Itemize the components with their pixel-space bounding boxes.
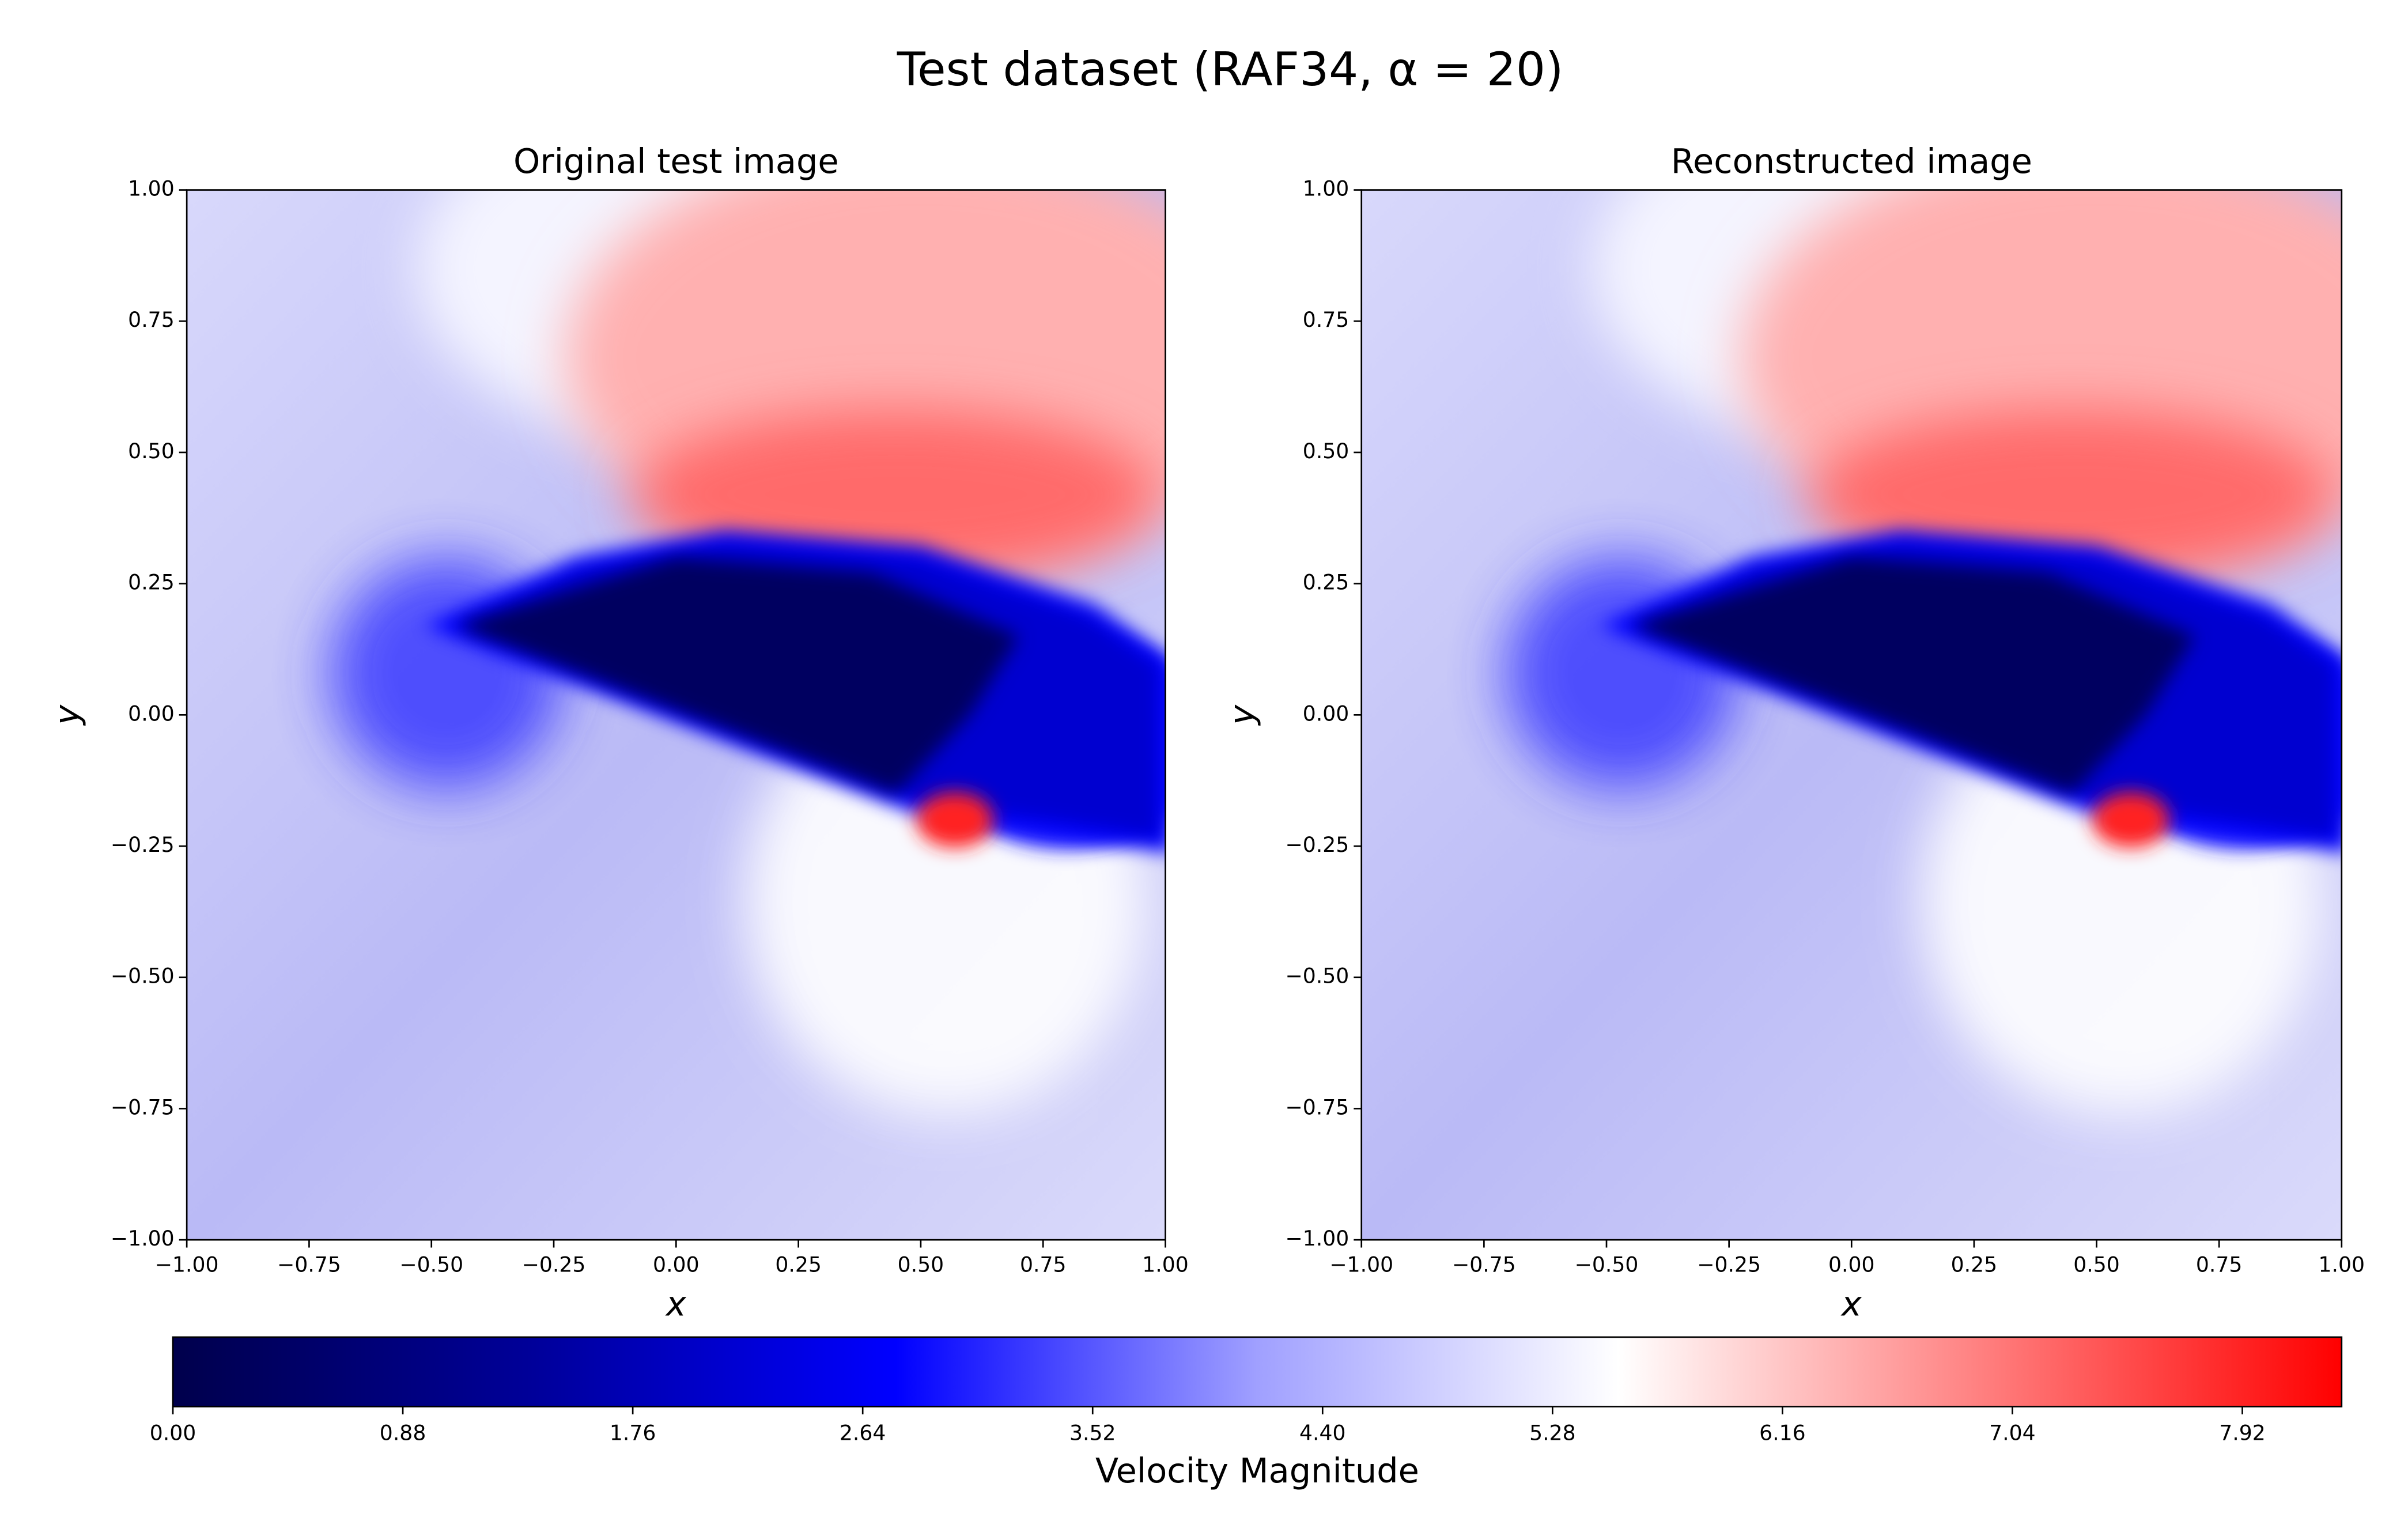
y-tick-label: 0.25 [128,570,175,595]
x-tick-label: 1.00 [1142,1252,1189,1277]
x-tick-label: −0.75 [1452,1252,1516,1277]
field-vortex [916,792,994,848]
y-tick-label: −0.25 [111,832,175,857]
x-tick-label: 0.00 [1828,1252,1875,1277]
x-tick-label: 1.00 [2319,1252,2365,1277]
field-core [456,557,1019,794]
y-tick-label: −0.25 [1285,832,1349,857]
figure-title: Test dataset (RAF34, α = 20) [897,42,1564,96]
subplot-title: Original test image [513,141,839,181]
y-tick-label: 1.00 [128,176,175,201]
colorbar-tick-label: 0.00 [150,1421,196,1446]
colorbar-tick-label: 0.88 [380,1421,426,1446]
x-tick-label: 0.00 [653,1252,700,1277]
y-axis-label: y [47,704,87,726]
colorbar-tick-label: 7.92 [2219,1421,2266,1446]
x-tick-label: 0.25 [775,1252,822,1277]
colorbar-tick-label: 4.40 [1299,1421,1346,1446]
y-tick-label: 0.75 [128,307,175,332]
x-tick-label: 0.75 [2196,1252,2243,1277]
x-tick-label: −1.00 [1329,1252,1393,1277]
x-tick-label: −1.00 [155,1252,219,1277]
x-tick-label: −0.50 [399,1252,463,1277]
x-tick-label: 0.75 [1020,1252,1067,1277]
y-tick-label: 1.00 [1303,176,1349,201]
x-tick-label: 0.25 [1951,1252,1998,1277]
y-tick-label: 0.50 [128,439,175,463]
colorbar-tick-label: 6.16 [1759,1421,1806,1446]
y-tick-label: −0.75 [111,1095,175,1119]
y-tick-label: 0.75 [1303,307,1349,332]
x-tick-label: −0.25 [1697,1252,1761,1277]
y-tick-label: −1.00 [111,1226,175,1251]
colorbar-label: Velocity Magnitude [1095,1451,1419,1490]
x-tick-label: 0.50 [898,1252,944,1277]
x-tick-label: −0.50 [1575,1252,1639,1277]
field [187,190,1166,1240]
y-tick-label: 0.25 [1303,570,1349,595]
y-axis-label: y [1222,704,1261,726]
y-tick-label: −0.50 [1285,964,1349,988]
x-axis-label: x [1840,1284,1862,1323]
colorbar-tick-label: 5.28 [1529,1421,1576,1446]
x-tick-label: 0.50 [2073,1252,2120,1277]
colorbar-tick-label: 1.76 [610,1421,656,1446]
colorbar-tick-label: 2.64 [840,1421,886,1446]
x-axis-label: x [665,1284,687,1323]
colorbar [172,1336,2343,1407]
x-tick-label: −0.75 [277,1252,341,1277]
x-tick-label: −0.25 [522,1252,586,1277]
field-vortex [2092,792,2170,848]
colorbar-tick-label: 3.52 [1069,1421,1116,1446]
y-tick-label: 0.00 [1303,701,1349,726]
y-tick-label: 0.00 [128,701,175,726]
y-tick-label: −1.00 [1285,1226,1349,1251]
colorbar-tick-label: 7.04 [1989,1421,2036,1446]
y-tick-label: −0.50 [111,964,175,988]
subplot-title: Reconstructed image [1671,141,2032,181]
field-core [1631,557,2195,794]
y-tick-label: 0.50 [1303,439,1349,463]
y-tick-label: −0.75 [1285,1095,1349,1119]
field [1361,190,2342,1240]
